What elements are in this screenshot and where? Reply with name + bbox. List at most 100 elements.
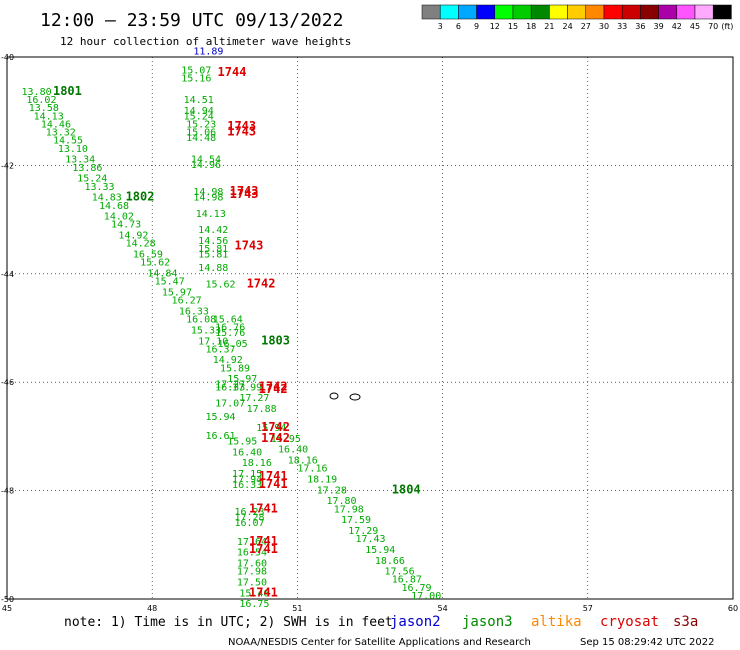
wave-height-label: 17.16 <box>297 464 327 475</box>
wave-height-label: 14.88 <box>198 263 228 274</box>
wave-height-label: 17.88 <box>247 404 277 415</box>
color-scale-bar: 3 6 9 12 15 18 21 24 27 30 33 36 39 42 45 70 (ft) <box>421 4 733 31</box>
wave-height-label: 13.86 <box>72 163 102 174</box>
footer-note: note: 1) Time is in UTC; 2) SWH is in fe… <box>64 615 393 630</box>
wave-height-label: 17.99 <box>232 382 262 393</box>
wave-height-label: 14.92 <box>213 355 243 366</box>
time-label: 1741 <box>249 585 278 599</box>
color-label: 42 <box>672 22 682 31</box>
wave-height-label: 16.02 <box>26 95 56 106</box>
x-tick-label: 54 <box>438 604 448 613</box>
time-label: 1743 <box>234 238 263 252</box>
footer-timestamp: Sep 15 08:29:42 UTC 2022 <box>580 637 714 648</box>
wave-height-label: 17.59 <box>341 515 371 526</box>
color-label: 33 <box>617 22 627 31</box>
color-label: 9 <box>474 22 479 31</box>
wave-height-label: 15.97 <box>227 374 257 385</box>
wave-height-label: 14.13 <box>196 209 226 220</box>
wave-height-label: 14.54 <box>191 155 221 166</box>
wave-height-label: 16.76 <box>215 323 245 334</box>
color-swatch <box>712 4 732 20</box>
wave-height-label: 15.64 <box>213 315 243 326</box>
time-label: 1742 <box>259 382 288 396</box>
color-label: 6 <box>456 22 461 31</box>
time-label: 1742 <box>261 420 290 434</box>
wave-height-label: 15.94 <box>365 545 395 556</box>
wave-height-label: 17.27 <box>239 393 269 404</box>
wave-height-label: 16.40 <box>278 445 308 456</box>
color-swatch <box>458 4 477 20</box>
wave-height-label: 18.16 <box>288 456 318 467</box>
wave-height-label: 13.58 <box>29 103 59 114</box>
wave-height-label: 14.83 <box>92 193 122 204</box>
color-swatch <box>658 4 678 20</box>
wave-height-label: 15.24 <box>184 111 214 122</box>
wave-height-label: 16.37 <box>205 344 235 355</box>
time-label: 1742 <box>261 431 290 445</box>
chart-title: 12:00 — 23:59 UTC 09/13/2022 <box>40 10 343 31</box>
wave-height-label: 18.19 <box>307 474 337 485</box>
color-swatch <box>640 4 659 20</box>
wave-height-label: 16.33 <box>232 480 262 491</box>
wave-height-label: 17.50 <box>237 577 267 588</box>
time-label: 1743 <box>227 125 256 139</box>
time-label: 1742 <box>247 276 276 290</box>
wave-height-label: 17.56 <box>385 567 415 578</box>
wave-height-label: 17.43 <box>355 534 385 545</box>
wave-height-label: 15.97 <box>162 287 192 298</box>
x-tick-label: 45 <box>2 604 12 613</box>
wave-height-label: 15.95 <box>271 434 301 445</box>
wave-height-label: 15.94 <box>256 423 286 434</box>
plot-frame <box>6 56 734 600</box>
wave-height-label: 16.87 <box>392 575 422 586</box>
wave-height-label: 14.46 <box>41 119 71 130</box>
time-label: 1741 <box>249 534 278 548</box>
color-label: 18 <box>526 22 536 31</box>
color-swatch <box>439 4 459 20</box>
wave-height-label: 13.34 <box>65 155 95 166</box>
wave-height-label: 14.94 <box>184 106 214 117</box>
color-swatch <box>676 4 696 20</box>
y-tick-label: -50 <box>1 595 14 604</box>
footer-credit: NOAA/NESDIS Center for Satellite Applica… <box>228 637 531 648</box>
color-label: 39 <box>654 22 664 31</box>
wave-height-label: 15.76 <box>215 328 245 339</box>
wave-height-label: 14.73 <box>111 220 141 231</box>
color-label: 15 <box>508 22 518 31</box>
wave-height-label: 14.42 <box>198 225 228 236</box>
time-label: 1741 <box>249 501 278 515</box>
wave-height-label: 16.07 <box>234 518 264 529</box>
color-label: 27 <box>581 22 591 31</box>
time-label: 1741 <box>249 542 278 556</box>
wave-height-label: 14.48 <box>186 133 216 144</box>
satellite-name: jason2 <box>390 614 441 630</box>
time-label: 1742 <box>259 379 288 393</box>
wave-height-label: 16.33 <box>215 382 245 393</box>
wave-height-label: 13.32 <box>46 128 76 139</box>
wave-height-label: 17.80 <box>326 496 356 507</box>
wave-height-label: 14.98 <box>193 193 223 204</box>
wave-height-label: 15.07 <box>181 65 211 76</box>
wave-height-label: 17.64 <box>237 537 267 548</box>
time-label: 1743 <box>230 184 259 198</box>
wave-height-label: 15.23 <box>186 119 216 130</box>
wave-height-label: 17.27 <box>215 380 245 391</box>
satellite-name: cryosat <box>600 614 659 630</box>
wave-height-label: 14.56 <box>198 236 228 247</box>
x-tick-label: 60 <box>728 604 738 613</box>
wave-height-label: 13.80 <box>22 87 52 98</box>
time-label: 1801 <box>53 84 82 98</box>
wave-height-label: 14.13 <box>34 111 64 122</box>
wave-height-label: 17.00 <box>411 591 441 602</box>
color-label: 12 <box>490 22 500 31</box>
wave-height-label: 16.08 <box>186 315 216 326</box>
wave-height-label: 16.54 <box>237 548 267 559</box>
wave-height-label: 17.28 <box>317 485 347 496</box>
wave-height-label: 16.59 <box>133 250 163 261</box>
wave-height-label: 15.47 <box>155 277 185 288</box>
time-label: 1741 <box>259 477 288 491</box>
wave-height-label: 15.95 <box>227 437 257 448</box>
wave-height-label: 16.05 <box>218 339 248 350</box>
color-swatch <box>694 4 714 20</box>
